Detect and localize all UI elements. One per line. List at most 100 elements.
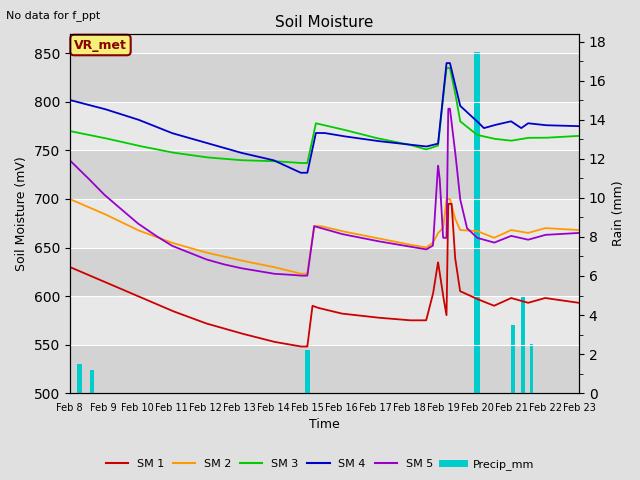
Bar xyxy=(524,296,525,393)
Bar xyxy=(92,370,93,393)
Bar xyxy=(512,325,513,393)
Bar xyxy=(80,364,81,393)
Bar xyxy=(478,51,479,393)
Bar xyxy=(531,344,532,393)
Bar xyxy=(522,296,523,393)
Bar xyxy=(307,350,308,393)
Y-axis label: Rain (mm): Rain (mm) xyxy=(612,181,625,246)
Bar xyxy=(78,364,79,393)
Bar xyxy=(70,102,579,150)
Bar xyxy=(81,364,82,393)
Bar xyxy=(92,370,93,393)
Bar xyxy=(306,350,307,393)
Bar xyxy=(475,51,476,393)
Bar xyxy=(475,51,476,393)
Bar xyxy=(514,325,515,393)
Bar xyxy=(308,350,309,393)
Bar xyxy=(524,296,525,393)
Title: Soil Moisture: Soil Moisture xyxy=(275,15,374,30)
Bar xyxy=(513,325,514,393)
Bar xyxy=(305,350,306,393)
Bar xyxy=(512,325,513,393)
Bar xyxy=(78,364,79,393)
Bar xyxy=(476,51,477,393)
Bar xyxy=(79,364,81,393)
Bar xyxy=(511,325,512,393)
Bar xyxy=(479,51,480,393)
Bar xyxy=(70,150,579,199)
Bar xyxy=(511,325,512,393)
Legend: SM 1, SM 2, SM 3, SM 4, SM 5, Precip_mm: SM 1, SM 2, SM 3, SM 4, SM 5, Precip_mm xyxy=(101,455,539,474)
Bar xyxy=(512,325,513,393)
Bar xyxy=(511,325,512,393)
Bar xyxy=(474,51,475,393)
Bar xyxy=(70,53,579,102)
Bar xyxy=(479,51,480,393)
Bar xyxy=(70,345,579,393)
X-axis label: Time: Time xyxy=(309,419,340,432)
Bar xyxy=(90,370,92,393)
Bar xyxy=(70,296,579,345)
Bar xyxy=(91,370,92,393)
Bar xyxy=(308,350,309,393)
Bar xyxy=(532,344,533,393)
Bar xyxy=(531,344,532,393)
Bar xyxy=(307,350,308,393)
Bar xyxy=(474,51,475,393)
Bar xyxy=(78,364,79,393)
Bar xyxy=(306,350,307,393)
Bar xyxy=(522,296,523,393)
Bar xyxy=(70,248,579,296)
Bar xyxy=(477,51,479,393)
Bar xyxy=(80,364,81,393)
Bar xyxy=(477,51,478,393)
Bar xyxy=(476,51,477,393)
Bar xyxy=(511,325,512,393)
Bar xyxy=(523,296,524,393)
Bar xyxy=(522,296,523,393)
Bar xyxy=(79,364,80,393)
Bar xyxy=(90,370,91,393)
Bar xyxy=(81,364,82,393)
Bar xyxy=(477,51,478,393)
Bar xyxy=(476,51,477,393)
Bar xyxy=(309,350,310,393)
Bar xyxy=(479,51,480,393)
Bar xyxy=(81,364,82,393)
Bar xyxy=(521,296,522,393)
Bar xyxy=(478,51,479,393)
Y-axis label: Soil Moisture (mV): Soil Moisture (mV) xyxy=(15,156,28,271)
Bar xyxy=(90,370,91,393)
Bar xyxy=(474,51,476,393)
Bar xyxy=(305,350,306,393)
Bar xyxy=(475,51,476,393)
Bar xyxy=(77,364,78,393)
Bar xyxy=(513,325,515,393)
Bar xyxy=(478,51,479,393)
Bar xyxy=(524,296,525,393)
Bar xyxy=(305,350,306,393)
Bar xyxy=(522,296,523,393)
Bar xyxy=(92,370,93,393)
Bar xyxy=(79,364,80,393)
Bar xyxy=(77,364,78,393)
Bar xyxy=(532,344,533,393)
Bar xyxy=(308,350,310,393)
Bar xyxy=(91,370,92,393)
Bar xyxy=(530,344,531,393)
Bar xyxy=(513,325,514,393)
Text: VR_met: VR_met xyxy=(74,38,127,51)
Bar xyxy=(70,199,579,248)
Bar xyxy=(306,350,307,393)
Bar xyxy=(523,296,524,393)
Bar xyxy=(514,325,515,393)
Bar xyxy=(92,370,93,393)
Bar xyxy=(530,344,531,393)
Bar xyxy=(477,51,478,393)
Bar xyxy=(79,364,80,393)
Bar xyxy=(531,344,532,393)
Bar xyxy=(306,350,307,393)
Text: No data for f_ppt: No data for f_ppt xyxy=(6,10,100,21)
Bar xyxy=(530,344,531,393)
Bar xyxy=(90,370,91,393)
